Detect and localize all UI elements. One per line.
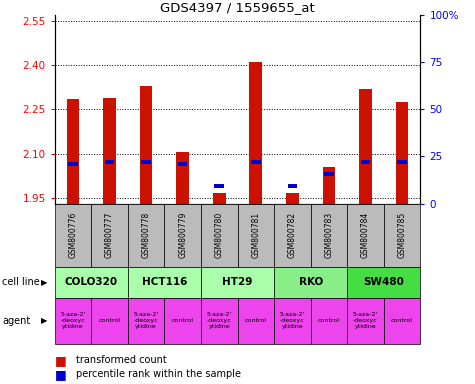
Bar <box>141 160 151 164</box>
Text: GSM800776: GSM800776 <box>68 212 77 258</box>
Text: 5-aza-2'
-deoxyc
ytidine: 5-aza-2' -deoxyc ytidine <box>280 312 305 329</box>
Text: ▶: ▶ <box>41 278 48 287</box>
Bar <box>91 298 128 344</box>
Text: ■: ■ <box>55 368 66 381</box>
Text: HT29: HT29 <box>222 277 253 287</box>
Bar <box>323 167 335 204</box>
Text: ▶: ▶ <box>41 316 48 325</box>
Title: GDS4397 / 1559655_at: GDS4397 / 1559655_at <box>160 1 315 14</box>
Bar <box>397 160 407 164</box>
Text: COLO320: COLO320 <box>65 277 118 287</box>
Text: GSM800785: GSM800785 <box>398 212 407 258</box>
Text: cell line: cell line <box>2 277 40 287</box>
Bar <box>140 86 152 204</box>
Text: RKO: RKO <box>298 277 323 287</box>
Text: percentile rank within the sample: percentile rank within the sample <box>76 369 241 379</box>
Text: 5-aza-2'
-deoxyc
ytidine: 5-aza-2' -deoxyc ytidine <box>60 312 86 329</box>
Bar <box>274 204 311 267</box>
Text: SW480: SW480 <box>363 277 404 287</box>
Bar <box>274 267 347 298</box>
Text: transformed count: transformed count <box>76 355 167 365</box>
Text: GSM800782: GSM800782 <box>288 212 297 258</box>
Text: GSM800780: GSM800780 <box>215 212 224 258</box>
Bar <box>178 162 188 166</box>
Bar <box>361 160 370 164</box>
Bar <box>128 204 164 267</box>
Bar <box>128 267 201 298</box>
Bar <box>103 98 116 204</box>
Bar <box>213 193 226 204</box>
Text: GSM800777: GSM800777 <box>105 212 114 258</box>
Text: control: control <box>171 318 194 323</box>
Bar <box>164 204 201 267</box>
Bar <box>251 160 261 164</box>
Text: 5-aza-2'
-deoxyc
ytidine: 5-aza-2' -deoxyc ytidine <box>353 312 378 329</box>
Bar <box>55 298 91 344</box>
Text: control: control <box>318 318 340 323</box>
Bar <box>201 267 274 298</box>
Bar <box>238 204 274 267</box>
Bar <box>311 298 347 344</box>
Bar <box>324 172 334 176</box>
Bar <box>55 204 91 267</box>
Bar <box>55 267 128 298</box>
Text: control: control <box>391 318 413 323</box>
Bar <box>274 298 311 344</box>
Bar <box>347 204 384 267</box>
Bar <box>359 89 372 204</box>
Bar <box>201 298 238 344</box>
Bar <box>384 298 420 344</box>
Bar <box>68 162 78 166</box>
Bar <box>66 99 79 204</box>
Bar <box>91 204 128 267</box>
Text: GSM800783: GSM800783 <box>324 212 333 258</box>
Text: GSM800778: GSM800778 <box>142 212 151 258</box>
Text: HCT116: HCT116 <box>142 277 187 287</box>
Text: GSM800784: GSM800784 <box>361 212 370 258</box>
Bar <box>396 102 408 204</box>
Bar <box>311 204 347 267</box>
Bar <box>249 62 262 204</box>
Bar <box>286 193 299 204</box>
Bar <box>214 184 224 188</box>
Text: control: control <box>98 318 121 323</box>
Bar <box>164 298 201 344</box>
Text: 5-aza-2'
-deoxyc
ytidine: 5-aza-2' -deoxyc ytidine <box>207 312 232 329</box>
Text: control: control <box>245 318 267 323</box>
Bar <box>347 267 420 298</box>
Text: GSM800781: GSM800781 <box>251 212 260 258</box>
Bar <box>128 298 164 344</box>
Text: GSM800779: GSM800779 <box>178 212 187 258</box>
Text: agent: agent <box>2 316 30 326</box>
Text: 5-aza-2'
-deoxyc
ytidine: 5-aza-2' -deoxyc ytidine <box>133 312 159 329</box>
Bar <box>201 204 238 267</box>
Bar <box>104 160 114 164</box>
Bar <box>347 298 384 344</box>
Bar <box>384 204 420 267</box>
Text: ■: ■ <box>55 354 66 367</box>
Bar <box>287 184 297 188</box>
Bar <box>176 152 189 204</box>
Bar <box>238 298 274 344</box>
